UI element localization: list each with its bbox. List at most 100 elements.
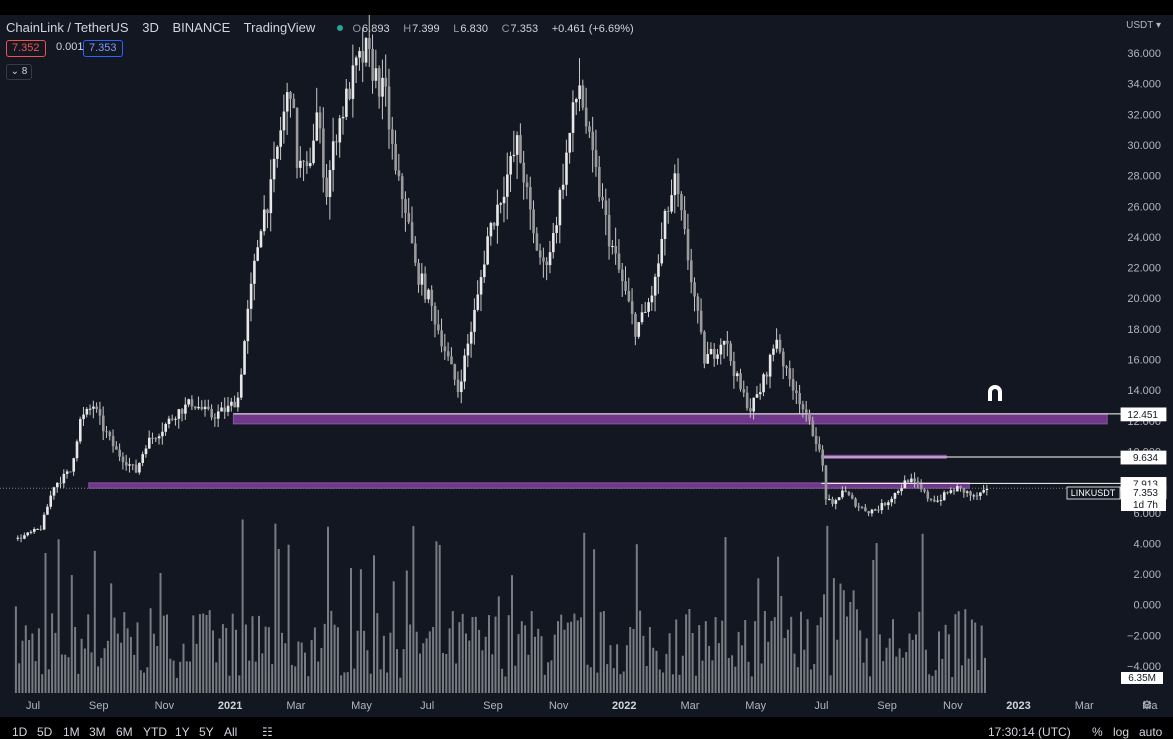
currency-selector[interactable]: USDT ▾ — [1126, 20, 1161, 31]
volume-bar — [274, 523, 277, 693]
candle-body — [690, 260, 693, 283]
volume-bar — [839, 583, 842, 693]
volume-bar — [162, 615, 165, 693]
volume-bar — [954, 614, 957, 693]
candle-body — [203, 406, 207, 410]
candle-body — [167, 418, 171, 424]
volume-bar — [524, 625, 527, 693]
volume-bar — [757, 578, 760, 693]
volume-bar — [970, 619, 973, 693]
volume-bar — [442, 653, 444, 693]
volume-bar — [300, 642, 303, 693]
chevron-down-icon: ⌄ — [10, 66, 20, 77]
candle-body — [982, 490, 985, 493]
x-axis-tick: May — [745, 700, 766, 712]
candle-body — [331, 141, 335, 171]
calendar-icon[interactable]: ☷ — [262, 725, 273, 739]
volume-bar — [928, 674, 931, 693]
range-5y-button[interactable]: 5Y — [199, 725, 214, 739]
range-1m-button[interactable]: 1M — [63, 725, 80, 739]
candle-body — [269, 179, 273, 214]
candle-body — [732, 361, 736, 377]
volume-bar — [267, 627, 270, 693]
price-chart[interactable]: 36.000 34.000 32.000 30.000 28.000 26.000 24.0… — [0, 15, 1173, 717]
volume-bar — [911, 639, 914, 693]
candle-body — [427, 289, 430, 300]
volume-bar — [198, 614, 201, 693]
ohlc-close: C7.353 — [501, 23, 539, 35]
auto-toggle[interactable]: auto — [1139, 725, 1163, 739]
y-axis-tick: 24.000 — [1127, 232, 1161, 244]
clock-time[interactable]: 17:30:14 (UTC) — [988, 725, 1071, 739]
volume-bar — [294, 666, 297, 693]
range-ytd-button[interactable]: YTD — [143, 725, 167, 739]
candle-body — [157, 436, 161, 439]
volume-bar — [849, 602, 852, 693]
candle-body — [26, 532, 30, 536]
volume-bar — [287, 544, 290, 693]
candle-body — [663, 210, 667, 239]
candle-body — [870, 509, 874, 514]
volume-bar — [704, 621, 707, 693]
symbol-name[interactable]: ChainLink / TetherUS — [6, 20, 129, 35]
candle-body — [795, 390, 798, 394]
volume-bar — [596, 672, 599, 693]
range-1y-button[interactable]: 1Y — [175, 725, 190, 739]
log-toggle[interactable]: log — [1113, 725, 1130, 739]
candle-body — [847, 492, 851, 496]
volume-bar — [333, 624, 336, 693]
range-5d-button[interactable]: 5D — [37, 725, 53, 739]
percent-toggle[interactable]: % — [1092, 725, 1103, 739]
candle-body — [29, 531, 33, 533]
candle-body — [75, 441, 79, 459]
volume-bar — [869, 676, 871, 693]
candle-body — [785, 366, 788, 369]
candle-body — [604, 200, 608, 215]
volume-bar — [139, 670, 142, 693]
candle-body — [749, 408, 752, 412]
candle-body — [709, 348, 713, 355]
interval-label[interactable]: 3D — [142, 20, 159, 35]
indicators-toggle[interactable]: ⌄ 8 — [6, 64, 32, 80]
candle-body — [860, 507, 864, 509]
candle-body — [923, 489, 926, 492]
candle-body — [735, 373, 739, 377]
sell-price-button[interactable]: 7.352 — [6, 40, 46, 57]
candle-body — [259, 231, 263, 248]
buy-price-button[interactable]: 7.353 — [83, 40, 123, 57]
range-6m-button[interactable]: 6M — [116, 725, 133, 739]
candle-body — [772, 348, 775, 355]
y-axis-tick: 34.000 — [1127, 79, 1161, 91]
candle-body — [253, 260, 256, 284]
candle-body — [69, 471, 72, 473]
range-all-button[interactable]: All — [224, 725, 238, 739]
candle-body — [561, 184, 565, 190]
volume-bar — [179, 661, 182, 693]
volume-bar — [793, 653, 796, 693]
candle-body — [466, 343, 470, 356]
volume-bar — [895, 656, 898, 693]
volume-bar — [878, 634, 881, 693]
candle-body — [818, 444, 821, 450]
range-3m-button[interactable]: 3M — [89, 725, 106, 739]
volume-bar — [566, 622, 569, 693]
candle-body — [23, 535, 26, 539]
candle-body — [308, 163, 312, 167]
volume-bar — [327, 526, 329, 693]
y-axis-tick: 0.000 — [1133, 600, 1161, 612]
candle-body — [890, 498, 893, 503]
volume-bar — [330, 610, 333, 693]
candle-body — [118, 449, 122, 457]
volume-bar — [491, 654, 494, 693]
volume-bar — [28, 640, 31, 693]
volume-bar — [905, 652, 908, 693]
volume-bar — [547, 662, 550, 693]
magnet-icon[interactable] — [985, 384, 1005, 402]
candle-body — [262, 209, 266, 232]
candle-body — [335, 141, 338, 143]
y-axis-tick: 2.000 — [1133, 569, 1161, 581]
candle-body — [962, 487, 966, 493]
volume-bar — [931, 676, 934, 693]
candle-body — [657, 263, 660, 277]
range-1d-button[interactable]: 1D — [12, 725, 28, 739]
